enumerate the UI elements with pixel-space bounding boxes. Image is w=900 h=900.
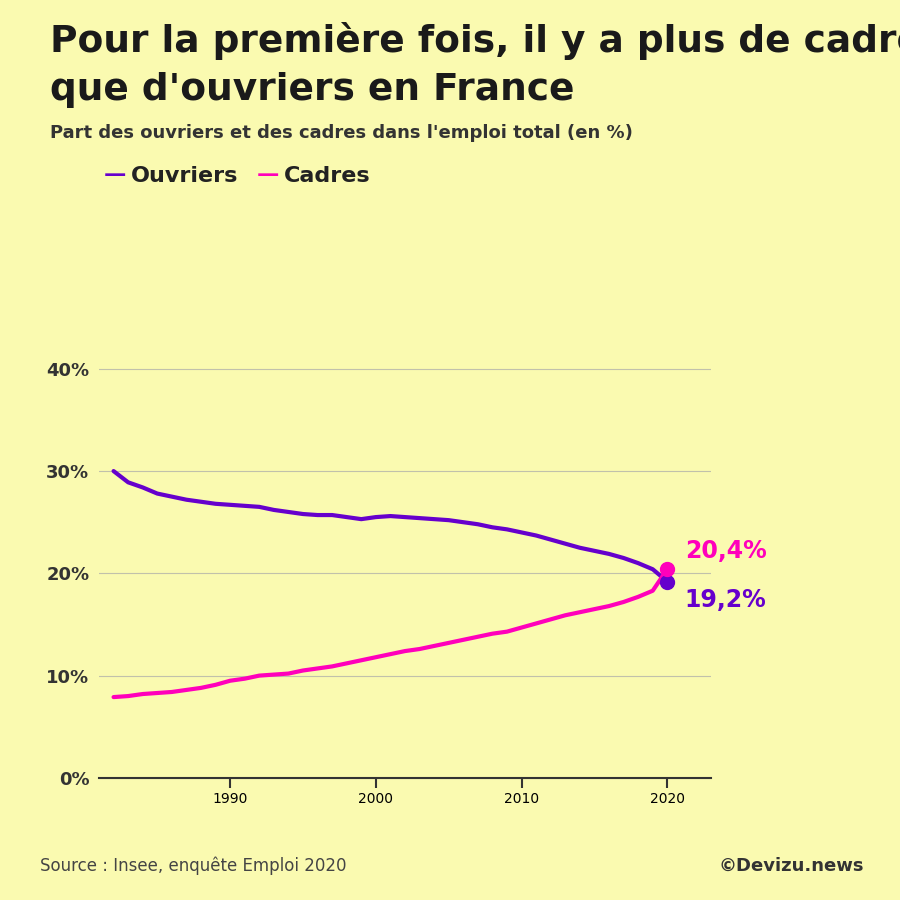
Text: Cadres: Cadres (284, 166, 370, 185)
Text: Pour la première fois, il y a plus de cadres: Pour la première fois, il y a plus de ca… (50, 22, 900, 60)
Text: —: — (104, 166, 126, 185)
Text: 19,2%: 19,2% (685, 588, 767, 612)
Text: ©Devizu.news: ©Devizu.news (718, 857, 864, 875)
Point (660, 574, 674, 589)
Text: 20,4%: 20,4% (685, 539, 767, 563)
Text: Source : Insee, enquête Emploi 2020: Source : Insee, enquête Emploi 2020 (40, 856, 347, 875)
Text: Ouvriers: Ouvriers (130, 166, 238, 185)
Point (660, 562, 674, 577)
Text: Part des ouvriers et des cadres dans l'emploi total (en %): Part des ouvriers et des cadres dans l'e… (50, 124, 633, 142)
Text: —: — (256, 166, 279, 185)
Text: que d'ouvriers en France: que d'ouvriers en France (50, 72, 574, 108)
